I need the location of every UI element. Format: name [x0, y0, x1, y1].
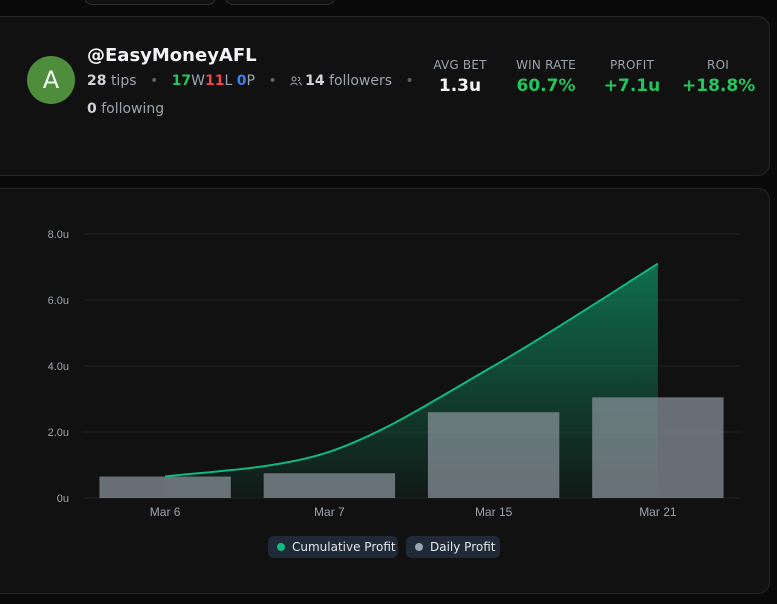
cumulative-area [165, 263, 658, 498]
x-tick-label: Mar 21 [639, 505, 677, 519]
username[interactable]: @EasyMoneyAFL [87, 45, 257, 66]
stat-label: PROFIT [610, 58, 654, 72]
record: 17W11L 0P [172, 73, 260, 89]
y-tick-label: 4.0u [48, 361, 69, 373]
x-axis-ticks: Mar 6 Mar 7 Mar 15 Mar 21 [150, 505, 677, 519]
daily-profit-bar [263, 473, 396, 498]
separator-dot: • [149, 73, 159, 89]
stat-profit: PROFIT +7.1u [602, 58, 662, 96]
stat-value: +18.8% [682, 76, 756, 96]
daily-profit-bar [427, 412, 560, 498]
following-count: 0 [87, 101, 97, 117]
legend-label: Daily Profit [430, 540, 496, 554]
losses-letter: L [224, 73, 233, 89]
wins-count: 17 [171, 73, 192, 89]
following-link[interactable]: 0 following [87, 101, 164, 117]
followers-count: 14 [305, 73, 325, 89]
tips-count: 28 [87, 73, 107, 89]
wins-letter: W [191, 73, 205, 89]
cumulative-line [164, 262, 659, 478]
stat-roi: ROI +18.8% [682, 58, 756, 96]
y-tick-label: 8.0u [48, 229, 69, 241]
stat-value: 60.7% [516, 76, 576, 96]
y-axis-ticks: 0u 2.0u 4.0u 6.0u 8.0u [48, 229, 69, 505]
y-tick-label: 6.0u [48, 295, 69, 307]
stat-value: +7.1u [603, 76, 661, 96]
pushes-count: 0 [236, 73, 247, 89]
profile-card [0, 16, 770, 176]
avatar-initial: A [42, 66, 60, 94]
separator-dot: • [268, 73, 277, 89]
legend-label: Cumulative Profit [292, 540, 396, 554]
x-tick-label: Mar 15 [475, 505, 513, 519]
cumulative-area-fill [165, 263, 658, 498]
users-icon [290, 76, 302, 86]
followers-link[interactable]: 14 followers [290, 73, 396, 89]
legend-swatch [277, 543, 285, 551]
x-tick-label: Mar 7 [314, 505, 345, 519]
stat-win-rate: WIN RATE 60.7% [511, 58, 581, 96]
followers-label: followers [329, 73, 393, 89]
daily-profit-bar [99, 476, 231, 498]
profile-meta-line: 28 tips • 17W11L 0P • 14 followers • [87, 73, 423, 89]
stat-value: 1.3u [438, 76, 482, 96]
pushes-letter: P [246, 73, 255, 89]
stat-avg-bet: AVG BET 1.3u [430, 58, 490, 96]
losses-count: 11 [205, 73, 225, 89]
stat-label: WIN RATE [516, 58, 576, 72]
chart-legend: Cumulative Profit Daily Profit [0, 536, 777, 558]
cumulative-profit-line [164, 262, 659, 478]
x-tick-label: Mar 6 [150, 505, 181, 519]
daily-profit-bar [592, 397, 724, 498]
stat-label: ROI [707, 58, 729, 72]
following-label: following [101, 101, 165, 117]
y-tick-label: 2.0u [48, 427, 69, 439]
stat-label: AVG BET [433, 58, 487, 72]
separator-dot: • [405, 73, 414, 89]
avatar[interactable]: A [27, 56, 75, 104]
legend-item-cumulative-profit[interactable]: Cumulative Profit [268, 536, 398, 558]
legend-item-daily-profit[interactable]: Daily Profit [406, 536, 500, 558]
y-tick-label: 0u [57, 493, 69, 505]
tips-label: tips [110, 73, 137, 89]
daily-bars [99, 397, 724, 498]
legend-swatch [415, 543, 423, 551]
